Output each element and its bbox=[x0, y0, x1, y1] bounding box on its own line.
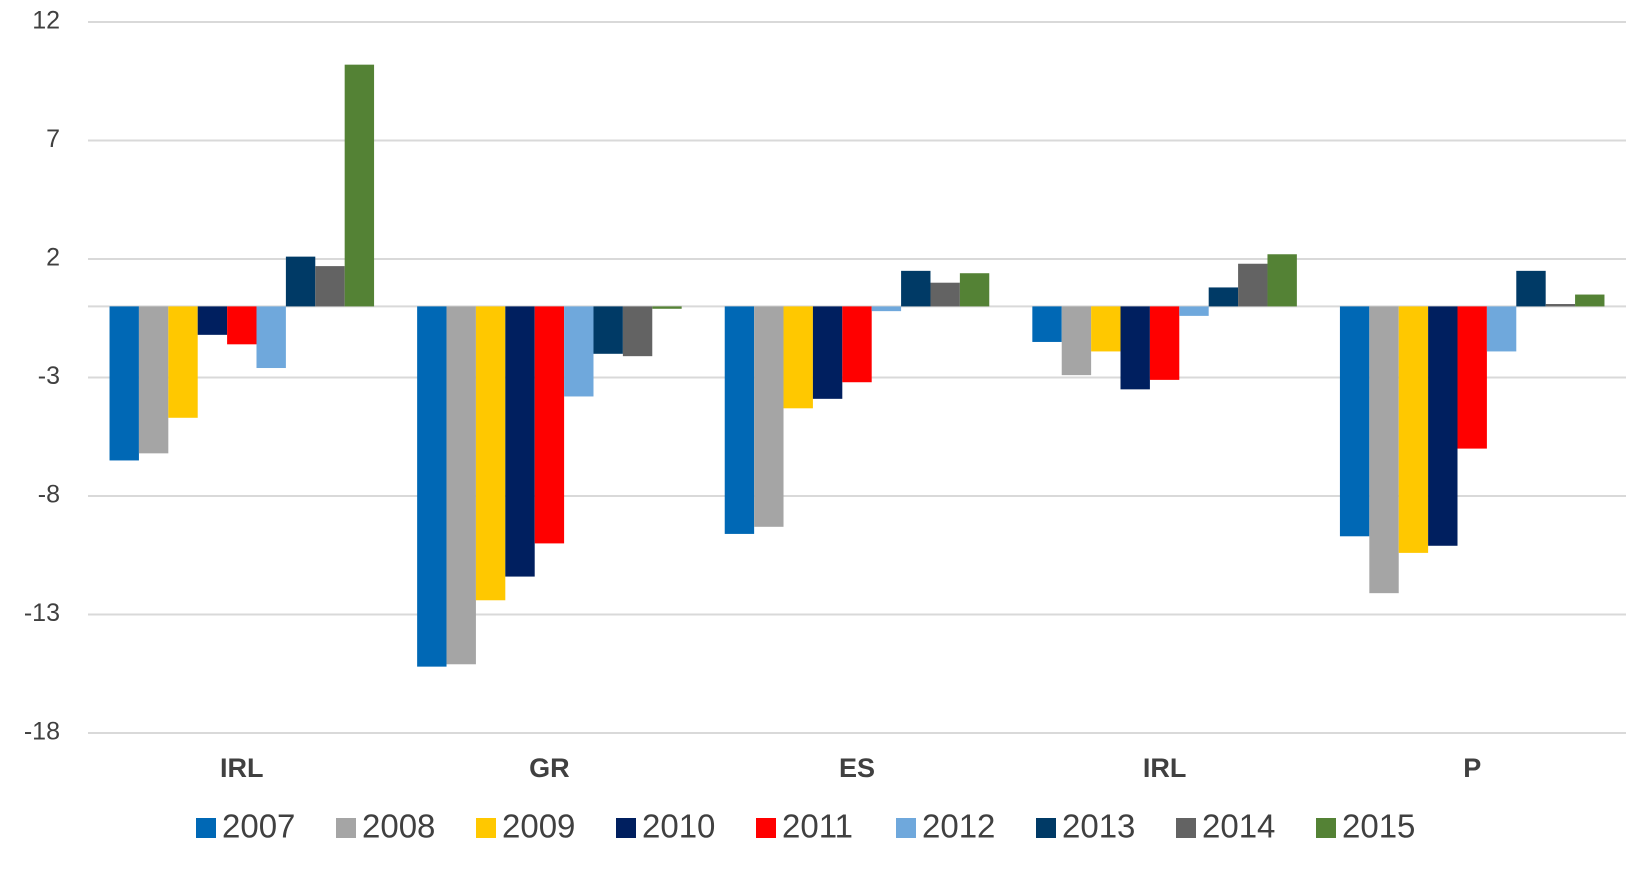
bar bbox=[256, 306, 286, 369]
y-tick-label: 12 bbox=[32, 7, 60, 35]
y-tick-label: -8 bbox=[38, 481, 60, 509]
legend-label: 2008 bbox=[362, 808, 435, 845]
x-tick-label: ES bbox=[839, 753, 875, 783]
x-tick-label: IRL bbox=[220, 753, 264, 783]
bar bbox=[138, 306, 169, 454]
x-tick-label: GR bbox=[529, 753, 570, 783]
legend-label: 2014 bbox=[1202, 808, 1275, 845]
bar bbox=[930, 282, 960, 307]
bar bbox=[783, 306, 813, 409]
bar bbox=[652, 306, 682, 309]
legend-swatch bbox=[616, 818, 636, 838]
bar bbox=[1516, 270, 1546, 307]
bar bbox=[1149, 306, 1180, 380]
bar bbox=[168, 306, 198, 418]
bar bbox=[505, 306, 535, 577]
bar bbox=[871, 306, 902, 312]
y-tick-label: -18 bbox=[24, 718, 60, 746]
legend-swatch bbox=[1176, 818, 1196, 838]
bar bbox=[812, 306, 843, 399]
legend-label: 2013 bbox=[1062, 808, 1135, 845]
bar bbox=[1369, 306, 1399, 594]
bar bbox=[593, 306, 623, 354]
bar bbox=[1457, 306, 1487, 449]
bar bbox=[1091, 306, 1121, 352]
legend-swatch bbox=[196, 818, 216, 838]
legend-label: 2009 bbox=[502, 808, 575, 845]
legend-swatch bbox=[336, 818, 356, 838]
y-tick-label: -13 bbox=[24, 599, 60, 627]
bar bbox=[1428, 306, 1458, 546]
legend-swatch bbox=[756, 818, 776, 838]
bar bbox=[1398, 306, 1429, 553]
bar bbox=[1267, 254, 1297, 307]
bar bbox=[227, 306, 257, 345]
bar bbox=[842, 306, 872, 383]
legend-swatch bbox=[476, 818, 496, 838]
bar bbox=[475, 306, 506, 601]
y-tick-label: 7 bbox=[46, 125, 60, 153]
legend-label: 2015 bbox=[1342, 808, 1415, 845]
legend-label: 2012 bbox=[922, 808, 995, 845]
bar bbox=[1208, 287, 1239, 307]
bar bbox=[285, 256, 316, 307]
bar bbox=[622, 306, 653, 357]
bar bbox=[446, 306, 476, 665]
bar bbox=[1575, 294, 1605, 307]
bar bbox=[754, 306, 784, 527]
bar bbox=[901, 270, 931, 307]
bar bbox=[417, 306, 447, 667]
legend-swatch bbox=[896, 818, 916, 838]
legend-label: 2011 bbox=[782, 808, 853, 845]
bar bbox=[1179, 306, 1209, 316]
bar bbox=[109, 306, 139, 461]
bar bbox=[1545, 304, 1576, 307]
bar bbox=[1339, 306, 1370, 537]
bar bbox=[724, 306, 755, 534]
x-tick-label: IRL bbox=[1143, 753, 1187, 783]
bar bbox=[1486, 306, 1517, 352]
bar bbox=[1032, 306, 1062, 342]
x-tick-label: P bbox=[1463, 753, 1481, 783]
bar bbox=[564, 306, 594, 397]
bar bbox=[534, 306, 565, 544]
y-tick-label: -3 bbox=[38, 362, 60, 390]
legend-swatch bbox=[1316, 818, 1336, 838]
legend-label: 2007 bbox=[222, 808, 295, 845]
bar bbox=[1120, 306, 1150, 390]
bar bbox=[1061, 306, 1092, 376]
bar bbox=[959, 273, 990, 307]
bar bbox=[1238, 263, 1268, 307]
bar bbox=[197, 306, 228, 335]
legend-swatch bbox=[1036, 818, 1056, 838]
y-tick-label: 2 bbox=[46, 244, 60, 272]
bar bbox=[315, 266, 345, 307]
bar bbox=[344, 64, 375, 307]
legend-label: 2010 bbox=[642, 808, 715, 845]
